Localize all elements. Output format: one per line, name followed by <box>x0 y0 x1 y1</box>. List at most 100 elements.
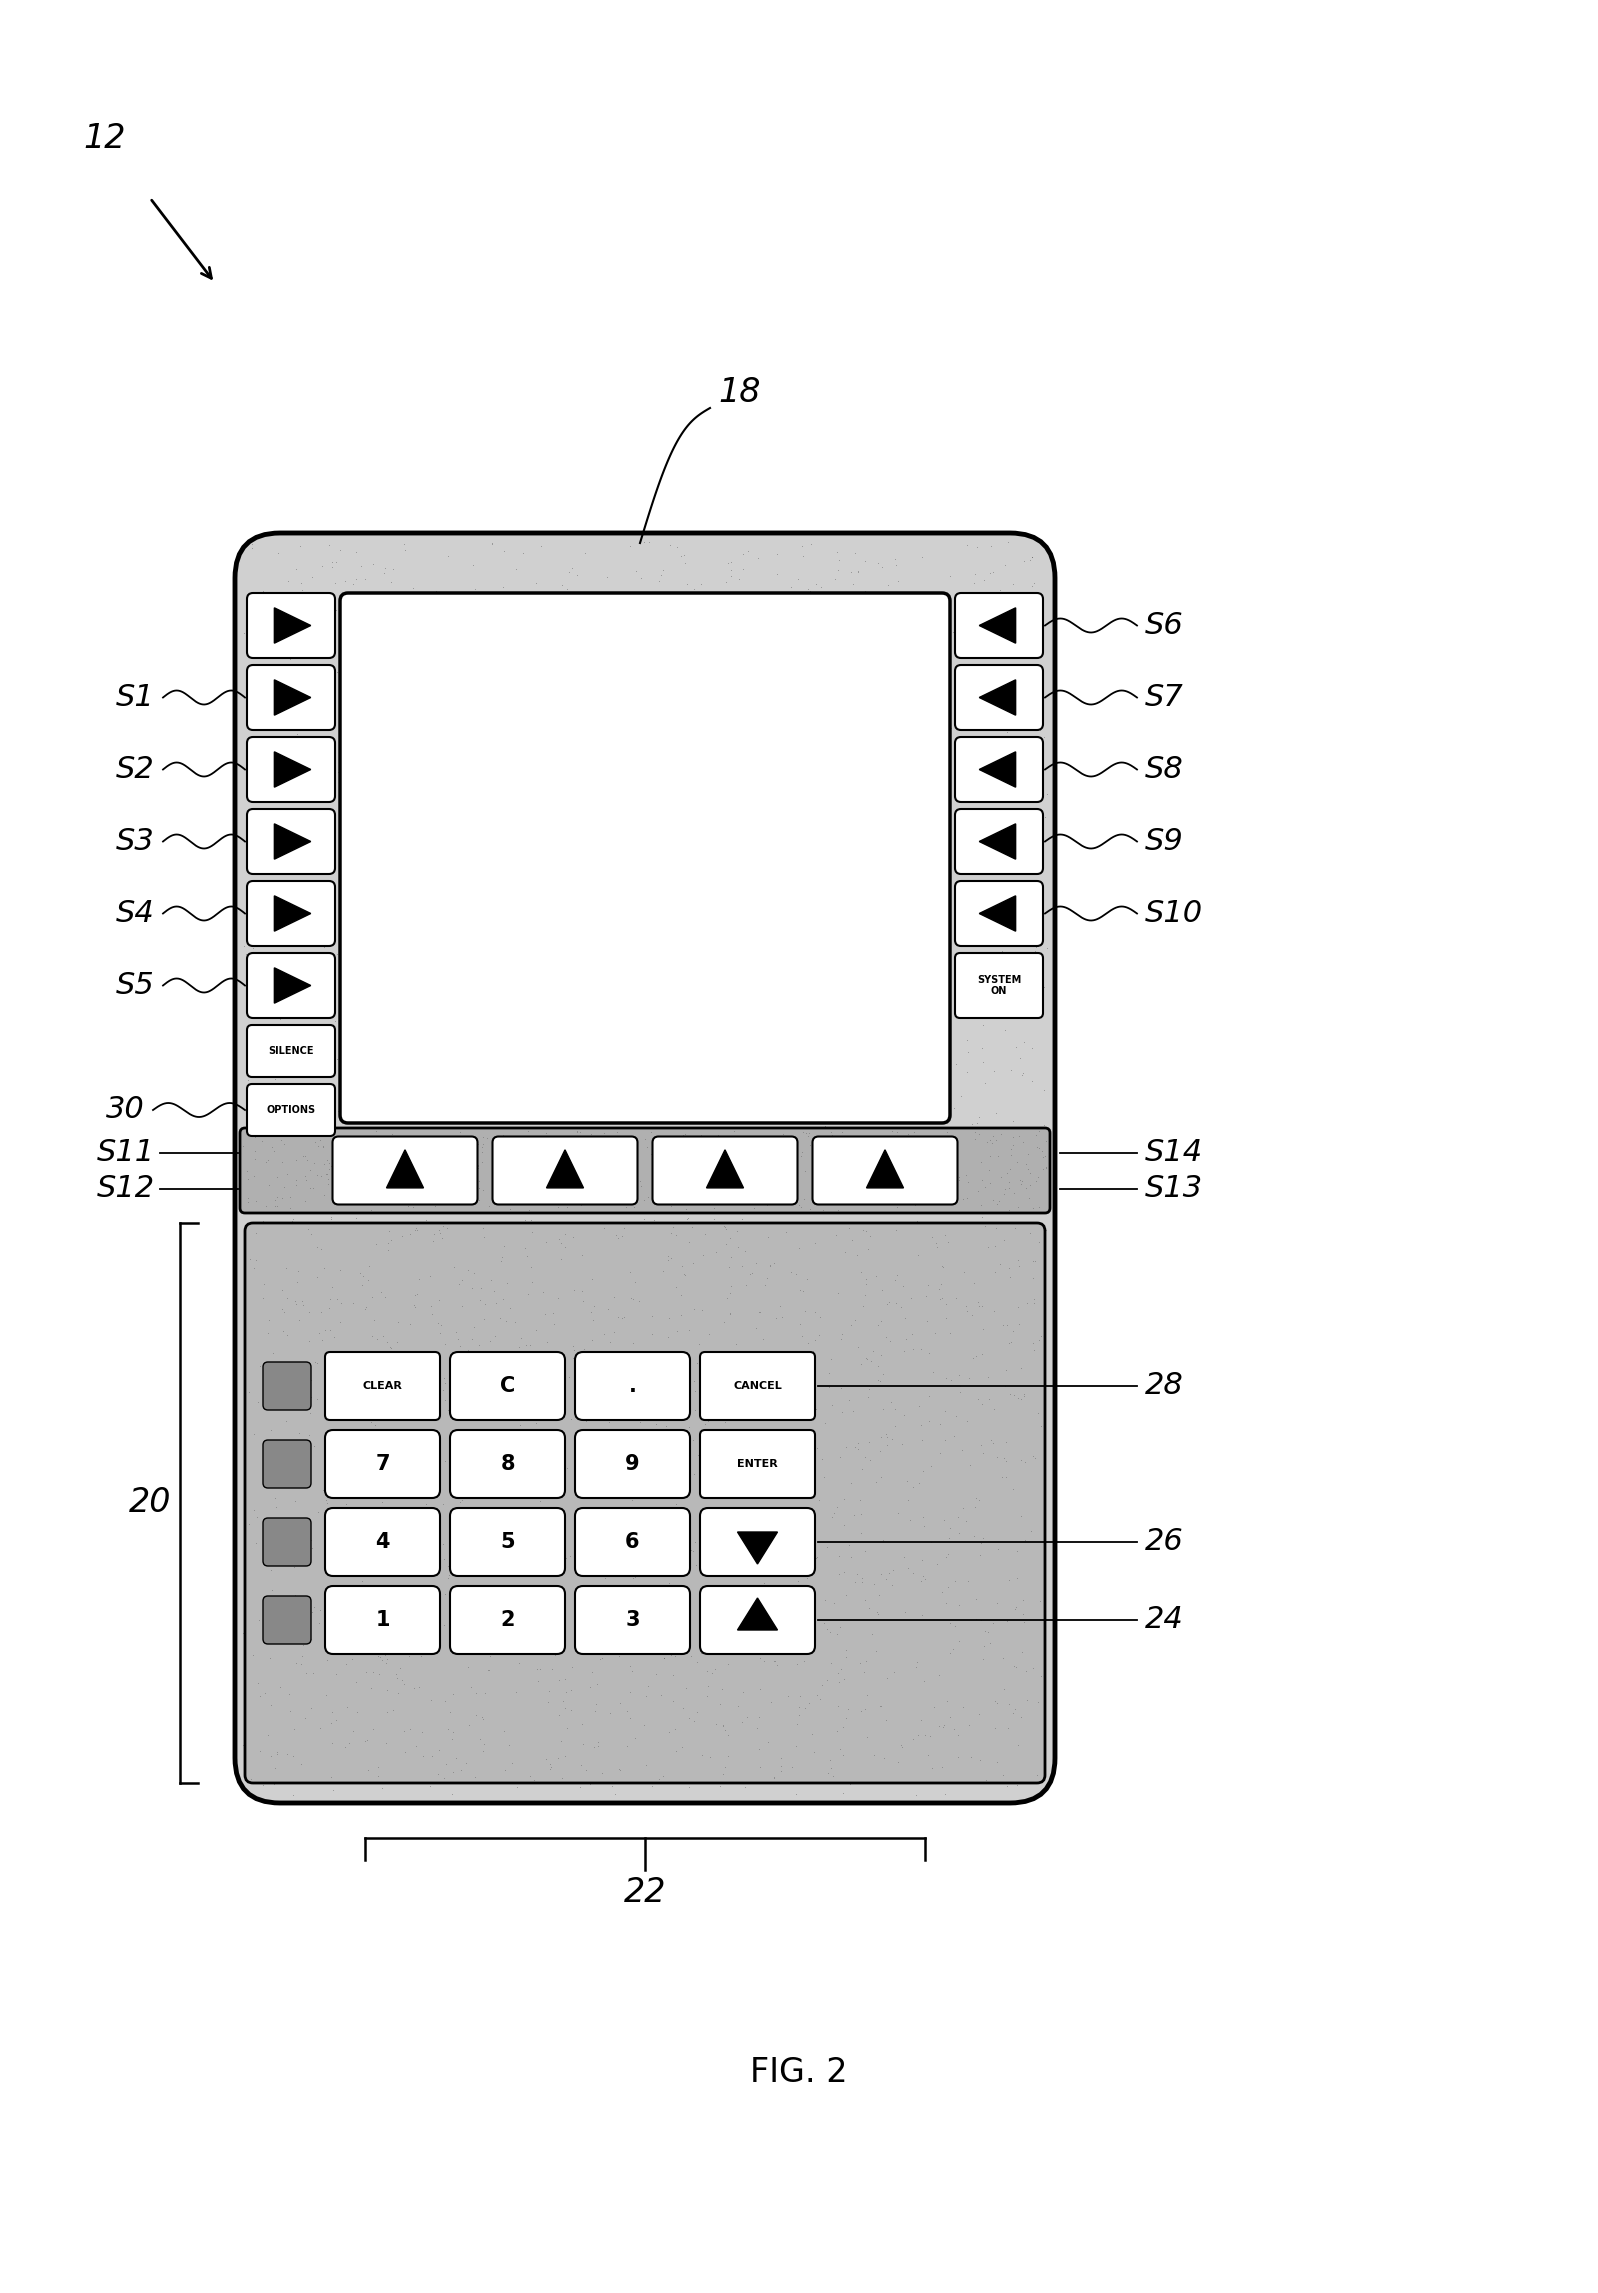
Point <box>970 1667 996 1704</box>
Point <box>745 1149 770 1185</box>
Text: 18: 18 <box>719 376 761 410</box>
Point <box>785 1124 810 1160</box>
Point <box>986 1254 1012 1291</box>
Point <box>596 1403 622 1440</box>
Point <box>419 1289 444 1325</box>
Point <box>369 1337 395 1374</box>
Point <box>663 631 689 667</box>
Point <box>700 1025 725 1062</box>
Point <box>946 1582 972 1619</box>
Point <box>363 621 388 658</box>
Point <box>786 1055 812 1091</box>
Point <box>238 908 264 945</box>
Point <box>636 1179 662 1215</box>
Point <box>610 1050 636 1087</box>
Point <box>356 1146 382 1183</box>
Point <box>879 1422 904 1458</box>
Point <box>518 1479 543 1516</box>
Point <box>946 1738 972 1775</box>
Point <box>925 1183 951 1220</box>
Point <box>470 1119 495 1156</box>
Point <box>983 1121 1008 1158</box>
Point <box>385 1527 411 1564</box>
Point <box>602 1610 628 1646</box>
Point <box>427 1468 452 1504</box>
Point <box>705 1215 730 1252</box>
Point <box>906 1465 932 1502</box>
Point <box>1010 1653 1036 1690</box>
Point <box>486 1181 511 1218</box>
Point <box>655 1238 681 1275</box>
Point <box>642 1394 668 1431</box>
Point <box>690 1174 716 1211</box>
Point <box>839 1307 865 1344</box>
Point <box>340 947 366 984</box>
Point <box>481 1465 507 1502</box>
Point <box>318 1279 344 1316</box>
Point <box>908 612 933 649</box>
Point <box>799 1030 825 1066</box>
Point <box>649 1408 674 1445</box>
Point <box>668 1296 694 1332</box>
Point <box>332 1589 358 1626</box>
Point <box>280 1387 305 1424</box>
Point <box>788 1101 813 1137</box>
Point <box>524 1575 550 1612</box>
Point <box>775 1050 801 1087</box>
Point <box>773 1601 799 1637</box>
Point <box>903 1211 928 1247</box>
Point <box>855 1206 880 1243</box>
Point <box>900 651 925 688</box>
Point <box>976 1229 1002 1266</box>
Point <box>535 1422 561 1458</box>
Point <box>805 1566 831 1603</box>
Point <box>275 903 300 940</box>
Point <box>951 1490 976 1527</box>
Point <box>850 589 876 626</box>
Point <box>804 975 829 1011</box>
Point <box>361 1302 387 1339</box>
Point <box>968 1601 994 1637</box>
Point <box>948 1369 973 1406</box>
Point <box>791 1642 817 1678</box>
Point <box>773 1146 799 1183</box>
Point <box>796 825 821 862</box>
Point <box>818 1117 844 1153</box>
Point <box>1007 1429 1032 1465</box>
Point <box>849 1564 874 1601</box>
Point <box>452 1360 478 1396</box>
Point <box>594 1374 620 1410</box>
Point <box>518 1557 543 1594</box>
Point <box>857 1589 882 1626</box>
Point <box>861 919 887 956</box>
Point <box>759 637 785 674</box>
Point <box>775 1463 801 1500</box>
Point <box>368 1619 393 1656</box>
Point <box>248 1678 273 1715</box>
Point <box>836 881 861 917</box>
Point <box>676 1408 702 1445</box>
Point <box>869 1126 895 1163</box>
Point <box>791 883 817 919</box>
Point <box>489 1566 515 1603</box>
Point <box>352 1195 377 1231</box>
Point <box>1004 828 1029 864</box>
Point <box>531 1282 556 1318</box>
Point <box>473 970 499 1007</box>
Point <box>871 1523 896 1559</box>
Point <box>914 821 940 858</box>
Point <box>836 1527 861 1564</box>
Point <box>572 1124 598 1160</box>
Point <box>331 1156 356 1192</box>
Point <box>749 1004 775 1041</box>
Point <box>487 839 513 876</box>
Point <box>1008 1252 1034 1289</box>
Point <box>791 1497 817 1534</box>
Point <box>892 1052 917 1089</box>
Point <box>764 537 789 573</box>
Point <box>887 835 912 871</box>
Point <box>1000 1470 1026 1507</box>
Point <box>422 1449 447 1486</box>
Point <box>409 1137 435 1174</box>
Point <box>708 1768 733 1805</box>
